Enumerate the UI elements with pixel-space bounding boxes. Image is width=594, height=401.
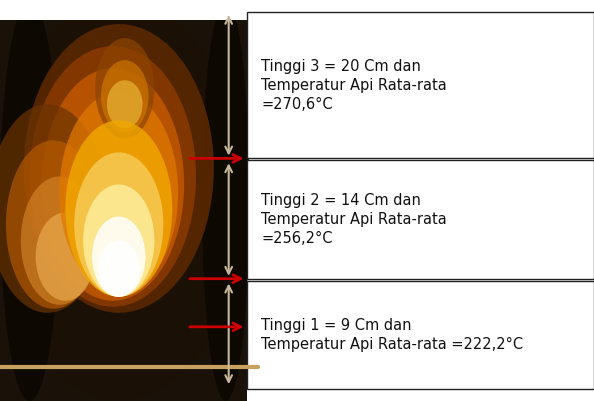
Bar — [0, 0, 247, 401]
Text: Tinggi 1 = 9 Cm dan
Temperatur Api Rata-rata =222,2°C: Tinggi 1 = 9 Cm dan Temperatur Api Rata-… — [261, 318, 523, 352]
Ellipse shape — [0, 104, 107, 313]
Bar — [247, 281, 594, 389]
Ellipse shape — [98, 241, 140, 297]
Text: Tinggi 2 = 14 Cm dan
Temperatur Api Rata-rata
=256,2°C: Tinggi 2 = 14 Cm dan Temperatur Api Rata… — [261, 193, 447, 246]
Ellipse shape — [95, 38, 154, 138]
Ellipse shape — [0, 0, 244, 401]
Ellipse shape — [202, 0, 249, 401]
Ellipse shape — [92, 217, 146, 297]
Ellipse shape — [6, 140, 101, 309]
Text: Tinggi 3 = 20 Cm dan
Temperatur Api Rata-rata
=270,6°C: Tinggi 3 = 20 Cm dan Temperatur Api Rata… — [261, 59, 447, 112]
Bar — [247, 160, 594, 279]
Ellipse shape — [101, 60, 148, 132]
Ellipse shape — [83, 184, 154, 297]
Ellipse shape — [21, 176, 98, 305]
Ellipse shape — [74, 152, 163, 297]
Ellipse shape — [36, 213, 95, 301]
Bar — [247, 12, 594, 158]
Ellipse shape — [24, 24, 214, 313]
Bar — [0, 0, 247, 20]
Ellipse shape — [42, 68, 184, 301]
Ellipse shape — [0, 0, 59, 401]
Ellipse shape — [30, 46, 196, 307]
Ellipse shape — [59, 92, 178, 293]
Ellipse shape — [107, 80, 143, 128]
Ellipse shape — [65, 120, 172, 297]
